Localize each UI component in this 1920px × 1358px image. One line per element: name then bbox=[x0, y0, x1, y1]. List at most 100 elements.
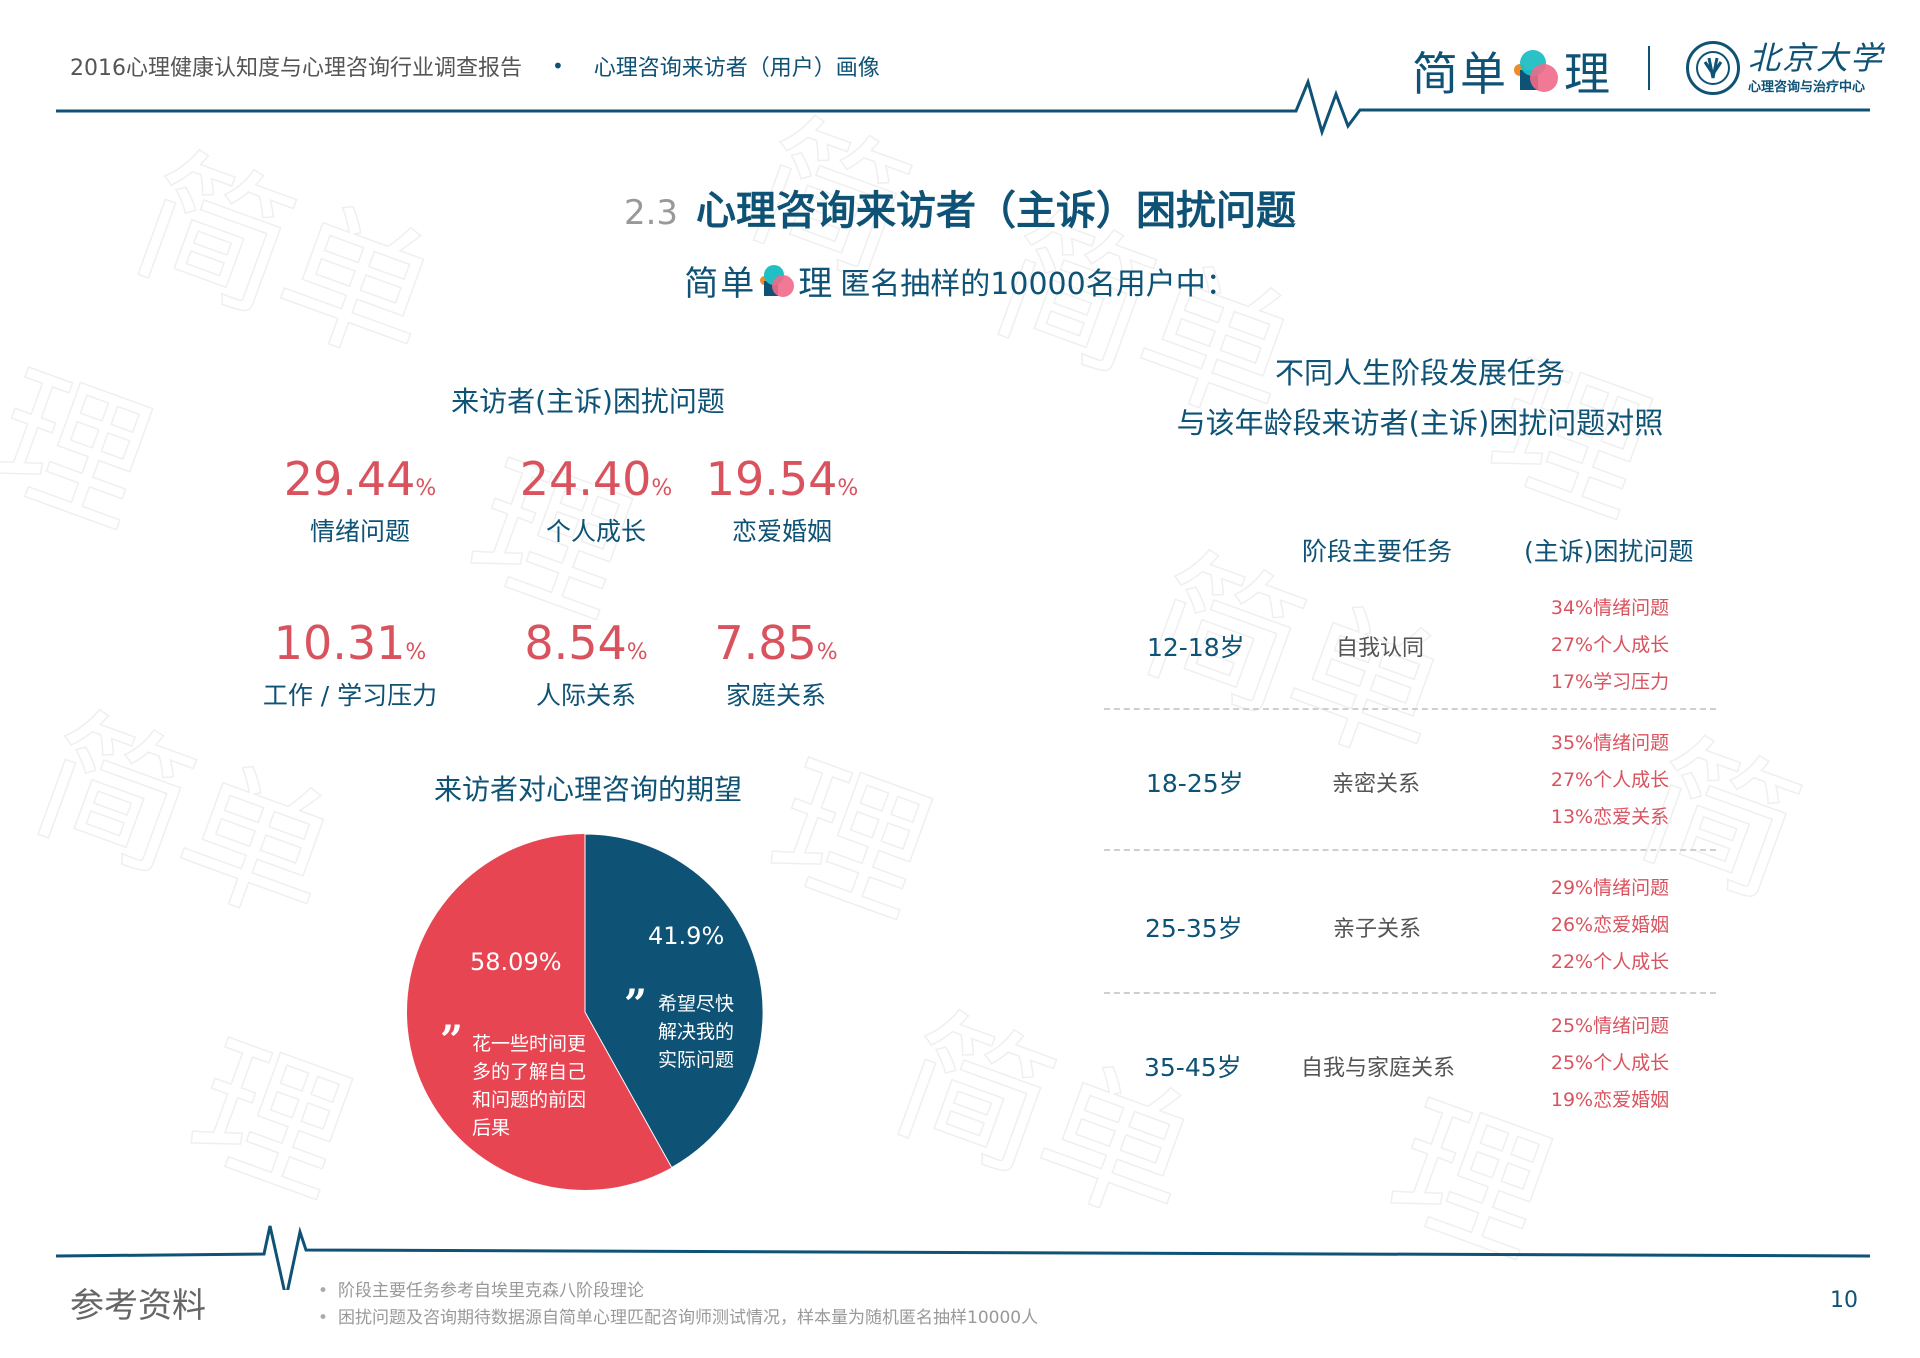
stat-label: 人际关系 bbox=[535, 681, 636, 710]
references-label: 参考资料 bbox=[70, 1286, 206, 1326]
expectation-pie-chart bbox=[407, 833, 764, 1190]
problem-item: 26%恋爱婚姻 bbox=[1550, 914, 1670, 936]
subtitle-text: 匿名抽样的10000名用户中： bbox=[840, 266, 1236, 302]
brand-logo-jiandanxinli: 简单 理 bbox=[1412, 38, 1612, 104]
brand-logo-icon bbox=[760, 264, 795, 297]
stat-item: 10.31% 工作 / 学习压力 bbox=[240, 616, 460, 712]
stat-value: 19.54 bbox=[705, 452, 838, 506]
stat-label: 恋爱婚姻 bbox=[731, 517, 832, 546]
pie-text-line: 希望尽快 bbox=[658, 993, 735, 1015]
page-subtitle: 简单 理 匿名抽样的10000名用户中： bbox=[0, 256, 1920, 305]
stage-problems: 34%情绪问题 27%个人成长 17%学习压力 bbox=[1510, 590, 1710, 701]
age-range: 25-35岁 bbox=[1145, 914, 1243, 943]
problem-item: 29%情绪问题 bbox=[1550, 877, 1670, 899]
brand-logo-icon bbox=[1514, 50, 1558, 92]
stat-item: 8.54% 人际关系 bbox=[476, 616, 696, 712]
stage-table-title-line2: 与该年龄段来访者(主诉)困扰问题对照 bbox=[1176, 406, 1664, 440]
stat-value: 8.54 bbox=[524, 616, 627, 670]
stat-item: 24.40% 个人成长 bbox=[486, 452, 706, 548]
stage-problems: 29%情绪问题 26%恋爱婚姻 22%个人成长 bbox=[1510, 870, 1710, 981]
column-header-task: 阶段主要任务 bbox=[1302, 537, 1453, 566]
brand-text-right: 理 bbox=[1564, 47, 1612, 101]
problem-item: 22%个人成长 bbox=[1550, 951, 1670, 973]
stat-unit: % bbox=[626, 640, 648, 665]
quote-icon: ” bbox=[624, 981, 648, 1028]
row-divider bbox=[1104, 992, 1716, 994]
problem-item: 27%个人成长 bbox=[1550, 634, 1670, 656]
stat-item: 19.54% 恋爱婚姻 bbox=[672, 452, 892, 548]
expectation-title: 来访者对心理咨询的期望 bbox=[433, 773, 742, 806]
stage-problems: 25%情绪问题 25%个人成长 19%恋爱婚姻 bbox=[1510, 1008, 1710, 1119]
pie-text-line: 多的了解自己 bbox=[472, 1061, 587, 1083]
header-breadcrumb: 2016心理健康认知度与心理咨询行业调查报告 • 心理咨询来访者（用户）画像 bbox=[70, 50, 880, 82]
problem-item: 25%情绪问题 bbox=[1550, 1015, 1670, 1037]
stage-task: 亲密关系 bbox=[1331, 772, 1420, 797]
pie-text-line: 花一些时间更 bbox=[472, 1033, 587, 1055]
pku-seal-icon bbox=[1686, 40, 1740, 95]
stat-item: 7.85% 家庭关系 bbox=[666, 616, 886, 712]
column-header-problem: (主诉)困扰问题 bbox=[1524, 537, 1694, 566]
stat-value: 24.40 bbox=[519, 452, 652, 506]
problem-item: 17%学习压力 bbox=[1550, 671, 1670, 693]
stat-unit: % bbox=[405, 640, 427, 665]
stat-value: 10.31 bbox=[273, 616, 406, 670]
problem-item: 13%恋爱关系 bbox=[1550, 806, 1670, 828]
pie-label-understand-text: 花一些时间更 多的了解自己 和问题的前因 后果 bbox=[472, 1030, 586, 1142]
problem-item: 34%情绪问题 bbox=[1550, 597, 1670, 619]
age-range: 12-18岁 bbox=[1147, 633, 1245, 662]
stat-label: 情绪问题 bbox=[309, 517, 410, 546]
stat-unit: % bbox=[415, 476, 437, 501]
stage-task: 自我认同 bbox=[1335, 636, 1424, 661]
stat-label: 个人成长 bbox=[545, 517, 646, 546]
age-range: 35-45岁 bbox=[1144, 1053, 1242, 1082]
problem-item: 35%情绪问题 bbox=[1550, 732, 1670, 754]
reference-note: 阶段主要任务参考自埃里克森八阶段理论 bbox=[318, 1278, 1038, 1305]
problem-item: 19%恋爱婚姻 bbox=[1550, 1089, 1670, 1111]
problems-title: 来访者(主诉)困扰问题 bbox=[451, 385, 725, 418]
report-title: 2016心理健康认知度与心理咨询行业调查报告 bbox=[70, 56, 522, 81]
row-divider bbox=[1104, 849, 1716, 851]
subtitle-brand-left: 简单 bbox=[684, 264, 757, 304]
pie-label-solve-percent: 41.9% bbox=[648, 922, 725, 950]
header-pulse-line bbox=[56, 77, 1870, 137]
row-divider bbox=[1104, 708, 1716, 710]
stage-task: 自我与家庭关系 bbox=[1300, 1056, 1455, 1081]
stat-value: 29.44 bbox=[283, 452, 416, 506]
pku-logo: 北京大学 心理咨询与治疗中心 bbox=[1686, 40, 1884, 95]
stage-table-title-line1: 不同人生阶段发展任务 bbox=[1274, 356, 1565, 390]
reference-note: 困扰问题及咨询期待数据源自简单心理匹配咨询师测试情况，样本量为随机匿名抽样100… bbox=[318, 1305, 1038, 1332]
stat-item: 29.44% 情绪问题 bbox=[250, 452, 470, 548]
stat-label: 工作 / 学习压力 bbox=[262, 681, 438, 710]
stage-problems: 35%情绪问题 27%个人成长 13%恋爱关系 bbox=[1510, 725, 1710, 836]
logo-divider bbox=[1648, 46, 1650, 90]
separator-dot: • bbox=[552, 54, 564, 78]
pie-text-line: 解决我的 bbox=[658, 1021, 735, 1043]
pie-label-solve-text: 希望尽快 解决我的 实际问题 bbox=[658, 990, 734, 1074]
pie-slice-solve bbox=[584, 833, 764, 1169]
problem-item: 25%个人成长 bbox=[1550, 1052, 1670, 1074]
title-text: 心理咨询来访者（主诉）困扰问题 bbox=[696, 188, 1297, 234]
footer-pulse-line bbox=[56, 1225, 1870, 1290]
stat-unit: % bbox=[651, 476, 673, 501]
stat-unit: % bbox=[816, 640, 838, 665]
pie-label-understand-percent: 58.09% bbox=[470, 948, 562, 976]
subtitle-brand-right: 理 bbox=[798, 264, 835, 304]
stat-label: 家庭关系 bbox=[725, 681, 826, 710]
pie-text-line: 和问题的前因 bbox=[472, 1089, 587, 1111]
pku-name: 北京大学 bbox=[1748, 39, 1885, 77]
brand-text-left: 简单 bbox=[1412, 47, 1508, 101]
problem-item: 27%个人成长 bbox=[1550, 769, 1670, 791]
section-title: 心理咨询来访者（用户）画像 bbox=[593, 56, 880, 81]
stat-value: 7.85 bbox=[714, 616, 817, 670]
pie-text-line: 实际问题 bbox=[658, 1049, 735, 1071]
pie-text-line: 后果 bbox=[472, 1117, 511, 1139]
page-title: 2.3 心理咨询来访者（主诉）困扰问题 bbox=[0, 178, 1920, 236]
pku-center: 心理咨询与治疗中心 bbox=[1748, 80, 1866, 95]
section-number: 2.3 bbox=[623, 193, 679, 233]
references-list: 阶段主要任务参考自埃里克森八阶段理论 困扰问题及咨询期待数据源自简单心理匹配咨询… bbox=[318, 1278, 1038, 1332]
quote-icon: ” bbox=[440, 1017, 464, 1064]
age-range: 18-25岁 bbox=[1146, 769, 1244, 798]
stage-task: 亲子关系 bbox=[1332, 917, 1421, 942]
stat-unit: % bbox=[837, 476, 859, 501]
page-number: 10 bbox=[1830, 1288, 1858, 1313]
